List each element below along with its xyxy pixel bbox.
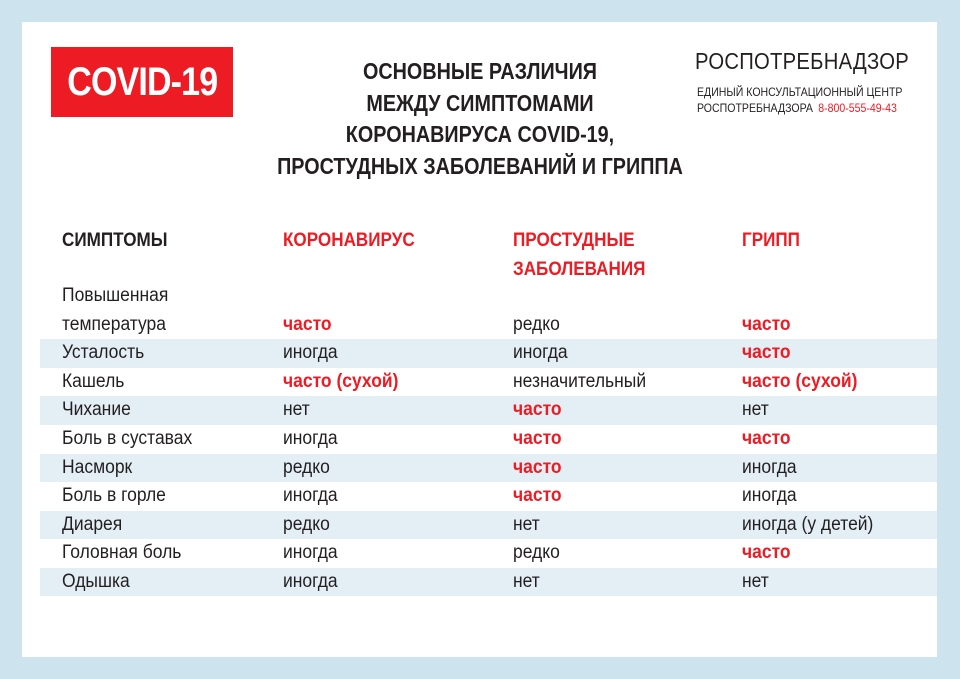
- flu-cell: часто (сухой): [742, 370, 858, 392]
- symptom-cell: Усталость: [62, 342, 145, 364]
- header-symptoms: СИМПТОМЫ: [62, 230, 168, 251]
- hotline-phone: 8-800-555-49-43: [818, 101, 897, 115]
- cold-cell: незначительный: [513, 370, 647, 392]
- header-cold-line: ЗАБОЛЕВАНИЯ: [513, 259, 646, 280]
- covid-badge-text: COVID-19: [66, 59, 218, 104]
- row-stripe: [40, 453, 937, 483]
- covid-cell: иногда: [283, 485, 338, 507]
- row-stripe: [40, 567, 937, 597]
- symptom-cell: Головная боль: [62, 542, 182, 564]
- covid-badge: COVID-19: [51, 47, 233, 117]
- page-title: ОСНОВНЫЕ РАЗЛИЧИЯ МЕЖДУ СИМПТОМАМИ КОРОН…: [230, 56, 730, 182]
- header-coronavirus: КОРОНАВИРУС: [283, 230, 415, 251]
- title-line: ОСНОВНЫЕ РАЗЛИЧИЯ: [362, 58, 598, 84]
- row-stripe: [40, 510, 937, 540]
- flu-cell: нет: [742, 570, 769, 592]
- cold-cell: часто: [513, 456, 562, 478]
- covid-cell: часто: [283, 313, 332, 335]
- row-stripe: [40, 396, 937, 425]
- org-name: РОСПОТРЕБНАДЗОР: [695, 48, 910, 74]
- covid-cell: редко: [283, 456, 330, 478]
- cold-cell: нет: [513, 513, 540, 535]
- covid-cell: иногда: [283, 542, 338, 564]
- covid-cell: иногда: [283, 342, 338, 364]
- center-line-1: ЕДИНЫЙ КОНСУЛЬТАЦИОННЫЙ ЦЕНТР: [697, 85, 903, 99]
- flu-cell: часто: [742, 313, 791, 335]
- row-stripe: [40, 339, 937, 368]
- header-cold-line: ПРОСТУДНЫЕ: [513, 230, 635, 251]
- title-line: МЕЖДУ СИМПТОМАМИ: [366, 89, 594, 116]
- symptom-cell: Одышка: [62, 570, 130, 592]
- symptom-cell: температура: [62, 313, 166, 335]
- flu-cell: иногда: [742, 456, 797, 478]
- covid-cell: часто (сухой): [283, 370, 399, 392]
- cold-cell: часто: [513, 399, 562, 421]
- covid-cell: редко: [283, 513, 330, 535]
- title-line: ПРОСТУДНЫХ ЗАБОЛЕВАНИЙ И ГРИППА: [277, 152, 683, 179]
- flu-cell: часто: [742, 342, 791, 364]
- flu-cell: часто: [742, 542, 791, 564]
- flu-cell: нет: [742, 399, 769, 421]
- header-cold: ПРОСТУДНЫЕ ЗАБОЛЕВАНИЯ: [513, 226, 645, 284]
- center-line-2: РОСПОТРЕБНАДЗОРА: [697, 101, 813, 115]
- title-line: КОРОНАВИРУСА COVID-19,: [345, 121, 615, 147]
- symptom-cell: Боль в горле: [62, 485, 166, 507]
- cold-cell: часто: [513, 427, 562, 449]
- flu-cell: часто: [742, 427, 791, 449]
- symptom-cell: Боль в суставах: [62, 427, 193, 449]
- symptom-cell: Насморк: [62, 456, 133, 478]
- cold-cell: редко: [513, 542, 560, 564]
- cold-cell: часто: [513, 485, 562, 507]
- flu-cell: иногда (у детей): [742, 513, 874, 535]
- symptom-cell: Повышенная: [62, 284, 169, 306]
- symptom-cell: Кашель: [62, 370, 125, 392]
- header-flu: ГРИПП: [742, 230, 800, 251]
- consult-center: ЕДИНЫЙ КОНСУЛЬТАЦИОННЫЙ ЦЕНТР РОСПОТРЕБН…: [697, 84, 902, 116]
- cold-cell: иногда: [513, 342, 568, 364]
- cold-cell: редко: [513, 313, 560, 335]
- flu-cell: иногда: [742, 485, 797, 507]
- covid-cell: нет: [283, 399, 310, 421]
- covid-cell: иногда: [283, 570, 338, 592]
- symptom-cell: Диарея: [62, 513, 123, 535]
- cold-cell: нет: [513, 570, 540, 592]
- symptom-cell: Чихание: [62, 399, 131, 421]
- covid-cell: иногда: [283, 427, 338, 449]
